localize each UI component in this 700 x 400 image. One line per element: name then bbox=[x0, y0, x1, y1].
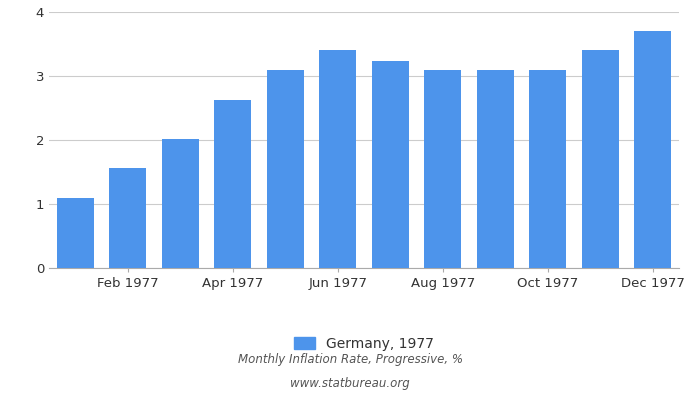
Bar bbox=[109, 168, 146, 268]
Bar bbox=[319, 50, 356, 268]
Bar bbox=[267, 70, 304, 268]
Bar bbox=[529, 70, 566, 268]
Bar bbox=[424, 70, 461, 268]
Bar bbox=[634, 31, 671, 268]
Bar bbox=[477, 70, 514, 268]
Text: www.statbureau.org: www.statbureau.org bbox=[290, 378, 410, 390]
Bar bbox=[214, 100, 251, 268]
Bar bbox=[582, 50, 619, 268]
Bar bbox=[57, 198, 94, 268]
Legend: Germany, 1977: Germany, 1977 bbox=[288, 331, 440, 356]
Bar bbox=[162, 139, 199, 268]
Bar bbox=[372, 61, 409, 268]
Text: Monthly Inflation Rate, Progressive, %: Monthly Inflation Rate, Progressive, % bbox=[237, 354, 463, 366]
